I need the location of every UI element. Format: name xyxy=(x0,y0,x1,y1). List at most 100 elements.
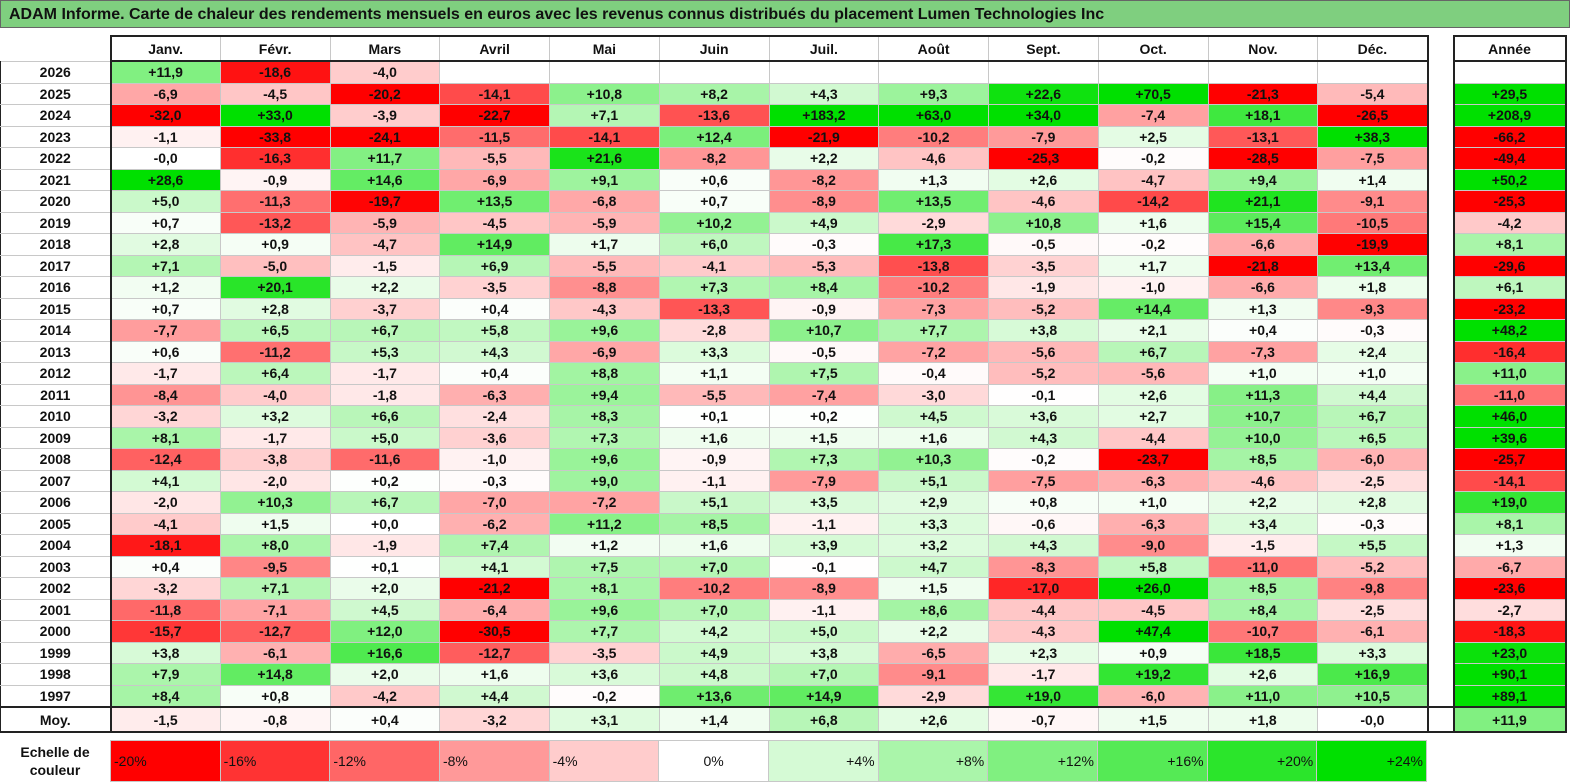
year-label: 2016 xyxy=(0,276,111,299)
month-return-cell: -0,3 xyxy=(439,469,550,492)
month-return-cell: +6,6 xyxy=(329,405,441,428)
month-return-cell: +2,6 xyxy=(1207,663,1319,686)
month-return-cell: +3,2 xyxy=(219,405,331,428)
month-return-cell: +0,9 xyxy=(219,233,331,256)
month-return-cell: +2,5 xyxy=(1097,125,1209,148)
month-return-cell: -4,5 xyxy=(219,82,331,105)
year-total-cell: +39,6 xyxy=(1452,426,1567,449)
year-row: 2007 +4,1 -2,0 +0,2 -0,3 +9,0 -1,1 -7,9 +5,1 -7,5… xyxy=(0,469,1567,492)
month-return-cell: +7,0 xyxy=(658,555,770,578)
month-return-cell: -7,2 xyxy=(549,491,660,514)
month-return-cell: +1,2 xyxy=(109,276,221,299)
month-return-cell: +10,3 xyxy=(219,491,331,514)
month-return-cell: +1,4 xyxy=(1317,168,1429,191)
year-row: 2017 +7,1 -5,0 -1,5 +6,9 -5,5 -4,1 -5,3 -13,8 -3,… xyxy=(0,254,1567,277)
month-return-cell: -9,8 xyxy=(1317,577,1429,600)
year-label: 2015 xyxy=(0,297,111,320)
month-header-6: Juin xyxy=(658,35,770,62)
month-return-cell: -19,9 xyxy=(1317,233,1429,256)
month-return-cell: -0,2 xyxy=(1097,233,1209,256)
month-return-cell: -5,5 xyxy=(658,383,770,406)
month-return-cell: -11,0 xyxy=(1207,555,1319,578)
month-return-cell: +7,0 xyxy=(658,598,770,621)
month-return-cell: -0,4 xyxy=(878,362,989,385)
year-label: 2012 xyxy=(0,362,111,385)
month-return-cell: -17,0 xyxy=(988,577,1099,600)
month-return-cell: +1,5 xyxy=(219,512,331,535)
month-return-cell: +8,8 xyxy=(549,362,660,385)
month-return-cell: -7,3 xyxy=(1207,340,1319,363)
month-return-cell: +0,2 xyxy=(329,469,441,492)
month-return-cell: -0,2 xyxy=(549,684,660,708)
month-return-cell: -4,0 xyxy=(329,60,441,84)
month-return-cell: -6,1 xyxy=(219,641,331,664)
month-return-cell: -8,9 xyxy=(768,577,880,600)
month-return-cell: -7,4 xyxy=(1097,104,1209,127)
year-label: 1999 xyxy=(0,641,111,664)
month-return-cell: +0,8 xyxy=(988,491,1099,514)
year-row: 2024 -32,0 +33,0 -3,9 -22,7 +7,1 -13,6 +183,2 +6… xyxy=(0,104,1567,127)
month-return-cell: -26,5 xyxy=(1317,104,1429,127)
month-return-cell: +1,0 xyxy=(1317,362,1429,385)
month-return-cell: -5,2 xyxy=(988,297,1099,320)
month-return-cell: +1,6 xyxy=(658,426,770,449)
month-header-2: Févr. xyxy=(219,35,331,62)
month-return-cell: -14,1 xyxy=(439,82,550,105)
month-return-cell: -4,7 xyxy=(1097,168,1209,191)
month-return-cell: +0,4 xyxy=(439,297,550,320)
month-return-cell: +7,7 xyxy=(549,620,660,643)
year-label: 2020 xyxy=(0,190,111,213)
month-return-cell: +20,1 xyxy=(219,276,331,299)
year-label: 2001 xyxy=(0,598,111,621)
month-return-cell: -0,5 xyxy=(988,233,1099,256)
column-gap xyxy=(1427,685,1454,707)
month-return-cell: +9,1 xyxy=(549,168,660,191)
month-return-cell: +5,1 xyxy=(658,491,770,514)
month-return-cell: -2,5 xyxy=(1317,469,1429,492)
month-return-cell: -4,3 xyxy=(549,297,660,320)
year-row: 2021 +28,6 -0,9 +14,6 -6,9 +9,1 +0,6 -8,2 +1,3 +2… xyxy=(0,168,1567,191)
month-return-cell: +2,8 xyxy=(219,297,331,320)
month-return-cell: +2,3 xyxy=(988,641,1099,664)
month-return-cell: +11,0 xyxy=(1207,684,1319,708)
month-return-cell: -32,0 xyxy=(109,104,221,127)
year-label: 2019 xyxy=(0,211,111,234)
month-return-cell: -21,9 xyxy=(768,125,880,148)
month-return-cell: +5,0 xyxy=(768,620,880,643)
year-row: 2025 -6,9 -4,5 -20,2 -14,1 +10,8 +8,2 +4,3 +9,3 +… xyxy=(0,82,1567,105)
column-gap xyxy=(1427,491,1454,513)
month-return-cell: +1,0 xyxy=(1097,491,1209,514)
color-scale-legend: Echelle de couleur -20% -16% -12% -8% -4% 0% +4… xyxy=(0,740,1427,782)
month-return-cell: -30,5 xyxy=(439,620,550,643)
month-return-cell: -7,7 xyxy=(109,319,221,342)
month-return-cell: +1,7 xyxy=(549,233,660,256)
month-return-cell: -15,7 xyxy=(109,620,221,643)
month-return-cell: -16,3 xyxy=(219,147,331,170)
month-return-cell: +9,6 xyxy=(549,598,660,621)
month-return-cell xyxy=(439,60,550,84)
month-return-cell: -9,0 xyxy=(1097,534,1209,557)
month-return-cell: +4,4 xyxy=(1317,383,1429,406)
year-total-cell: -6,7 xyxy=(1452,555,1567,578)
year-label: 2014 xyxy=(0,319,111,342)
color-scale-step: -20% xyxy=(110,740,221,782)
month-return-cell: -1,7 xyxy=(109,362,221,385)
month-return-cell: -5,6 xyxy=(1097,362,1209,385)
year-total-cell: +46,0 xyxy=(1452,405,1567,428)
month-return-cell: +1,8 xyxy=(1207,706,1319,733)
year-label: 2023 xyxy=(0,125,111,148)
month-return-cell: -1,0 xyxy=(1097,276,1209,299)
column-gap xyxy=(1427,556,1454,578)
month-return-cell: +6,7 xyxy=(1097,340,1209,363)
month-return-cell: -3,0 xyxy=(878,383,989,406)
year-row: 2010 -3,2 +3,2 +6,6 -2,4 +8,3 +0,1 +0,2 +4,5 +3,6… xyxy=(0,405,1567,428)
month-return-cell: -0,9 xyxy=(219,168,331,191)
month-header-1: Janv. xyxy=(109,35,221,62)
month-return-cell: +1,1 xyxy=(658,362,770,385)
month-return-cell: +4,8 xyxy=(658,663,770,686)
month-return-cell: +7,1 xyxy=(219,577,331,600)
month-return-cell: -3,5 xyxy=(439,276,550,299)
month-return-cell: -10,5 xyxy=(1317,211,1429,234)
month-return-cell: +4,3 xyxy=(439,340,550,363)
month-return-cell: -1,9 xyxy=(329,534,441,557)
